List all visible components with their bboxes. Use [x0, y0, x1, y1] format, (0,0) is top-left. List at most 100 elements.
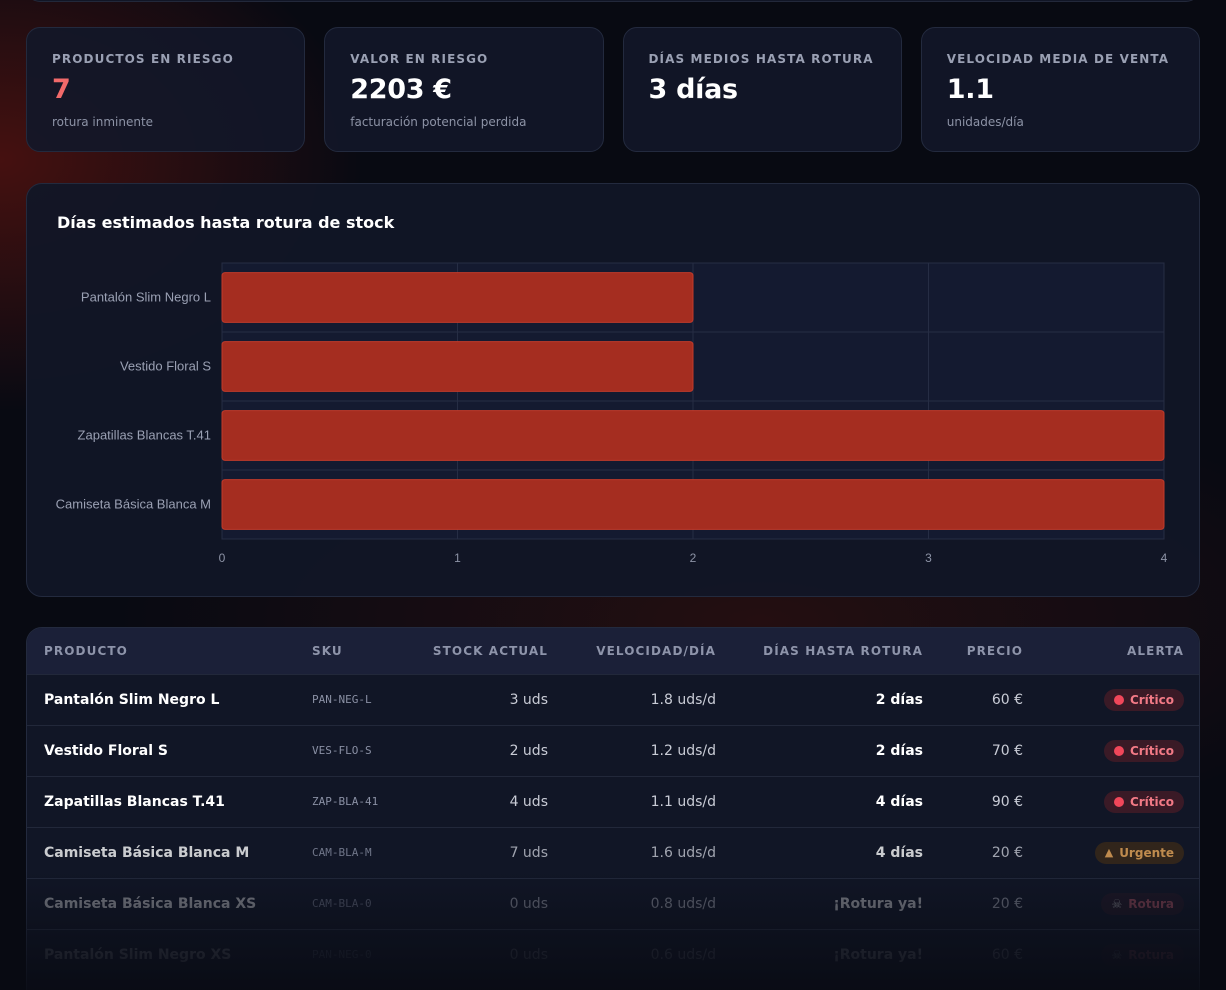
- kpi-subtitle: rotura inminente: [52, 115, 154, 129]
- y-category-label: Pantalón Slim Negro L: [81, 290, 211, 305]
- cell-producto: Pantalón Slim Negro L: [44, 691, 220, 708]
- kpi-value: 2203 €: [350, 74, 452, 105]
- kpi-velocidad-media: VELOCIDAD MEDIA DE VENTA 1.1 unidades/dí…: [920, 27, 1200, 152]
- bar: [221, 272, 694, 323]
- alert-badge: Crítico: [1103, 739, 1184, 762]
- x-tick-label: 3: [925, 551, 932, 565]
- kpi-dias-medios: DÍAS MEDIOS HASTA ROTURA 3 días: [622, 27, 902, 152]
- bar: [221, 341, 694, 392]
- x-tick-label: 1: [454, 551, 461, 565]
- table-row[interactable]: Camiseta Básica Blanca XS CAM-BLA-0 0 uds 0…: [27, 878, 1199, 929]
- alert-badge-label: Crítico: [1129, 692, 1174, 707]
- skull-icon: ☠: [1111, 947, 1123, 962]
- kpi-row: PRODUCTOS EN RIESGO 7 rotura inminente V…: [26, 27, 1200, 152]
- alert-badge: ☠ Rotura: [1101, 892, 1184, 915]
- cell-velocidad: 1.6 uds/d: [650, 844, 716, 861]
- table-row[interactable]: Pantalón Slim Negro L PAN-NEG-L 3 uds 1.8 u…: [27, 674, 1199, 725]
- cell-alerta: Crítico: [1040, 674, 1199, 725]
- cell-alerta: ☠ Rotura: [1040, 878, 1199, 929]
- chart-title: Días estimados hasta rotura de stock: [57, 213, 395, 232]
- table-row[interactable]: Zapatillas Blancas T.41 ZAP-BLA-41 4 uds 1.…: [27, 776, 1199, 827]
- table-header-row: PRODUCTO SKU STOCK ACTUAL VELOCIDAD/DÍA …: [27, 628, 1199, 674]
- table-row[interactable]: Vestido Floral S VES-FLO-S 2 uds 1.2 uds/d 2…: [27, 725, 1199, 776]
- kpi-label: DÍAS MEDIOS HASTA ROTURA: [648, 52, 874, 66]
- table-row[interactable]: Camiseta Básica Blanca M CAM-BLA-M 7 uds 1.…: [27, 827, 1199, 878]
- bar: [221, 410, 1165, 461]
- column-header-velocidad[interactable]: VELOCIDAD/DÍA: [596, 643, 716, 658]
- stockout-bar-chart: 0 1 2 3 4 Pantalón Slim Negro L Vestido Floral…: [56, 262, 1168, 565]
- alert-badge: Crítico: [1103, 688, 1184, 711]
- risk-table: PRODUCTO SKU STOCK ACTUAL VELOCIDAD/DÍA …: [27, 628, 1199, 980]
- cell-stock: 4 uds: [509, 793, 548, 810]
- cell-stock: 2 uds: [509, 742, 548, 759]
- cell-producto: Zapatillas Blancas T.41: [44, 793, 225, 810]
- bar: [221, 479, 1165, 530]
- cell-dias: 2 días: [875, 742, 923, 759]
- kpi-label: VALOR EN RIESGO: [350, 52, 489, 66]
- cell-precio: 60 €: [991, 691, 1023, 708]
- kpi-subtitle: facturación potencial perdida: [350, 115, 527, 129]
- cell-precio: 20 €: [991, 844, 1023, 861]
- cell-stock: 7 uds: [509, 844, 548, 861]
- red-dot-icon: [1113, 745, 1124, 756]
- cell-dias: 4 días: [875, 793, 923, 810]
- cell-sku: PAN-NEG-L: [312, 693, 372, 706]
- cell-producto: Vestido Floral S: [44, 742, 168, 759]
- cell-sku: CAM-BLA-0: [312, 897, 372, 910]
- kpi-label: PRODUCTOS EN RIESGO: [52, 52, 234, 66]
- cell-dias: 2 días: [875, 691, 923, 708]
- top-panel-edge: [26, 0, 1200, 2]
- cell-sku: PAN-NEG-0: [312, 948, 372, 962]
- x-tick-label: 4: [1161, 551, 1168, 565]
- cell-dias: 4 días: [875, 844, 923, 861]
- kpi-productos-en-riesgo: PRODUCTOS EN RIESGO 7 rotura inminente: [26, 27, 306, 152]
- cell-precio: 90 €: [991, 793, 1023, 810]
- x-tick-label: 0: [219, 551, 226, 565]
- cell-velocidad: 1.2 uds/d: [650, 742, 716, 759]
- cell-velocidad: 0.6 uds/d: [650, 946, 716, 963]
- alert-badge: ▲ Urgente: [1094, 841, 1184, 864]
- cell-alerta: ☠ Rotura: [1040, 929, 1199, 980]
- kpi-label: VELOCIDAD MEDIA DE VENTA: [946, 52, 1170, 66]
- cell-velocidad: 1.1 uds/d: [650, 793, 716, 810]
- kpi-value: 7: [52, 74, 71, 105]
- cell-alerta: Crítico: [1040, 725, 1199, 776]
- alert-badge: ☠ Rotura: [1101, 943, 1184, 966]
- cell-velocidad: 1.8 uds/d: [650, 691, 716, 708]
- red-dot-icon: [1113, 796, 1124, 807]
- column-header-dias[interactable]: DÍAS HASTA ROTURA: [763, 643, 923, 658]
- alert-badge-label: Urgente: [1119, 845, 1174, 860]
- red-dot-icon: [1113, 694, 1124, 705]
- y-category-label: Camiseta Básica Blanca M: [56, 497, 211, 512]
- cell-precio: 70 €: [991, 742, 1023, 759]
- cell-sku: VES-FLO-S: [312, 744, 372, 757]
- alert-badge-label: Crítico: [1129, 794, 1174, 809]
- risk-table-card: PRODUCTO SKU STOCK ACTUAL VELOCIDAD/DÍA …: [26, 627, 1200, 990]
- cell-producto: Camiseta Básica Blanca XS: [44, 895, 257, 912]
- cell-sku: CAM-BLA-M: [312, 846, 372, 859]
- kpi-value: 1.1: [946, 74, 994, 105]
- alert-badge-label: Crítico: [1129, 743, 1174, 758]
- alert-badge-label: Rotura: [1128, 896, 1174, 911]
- cell-sku: ZAP-BLA-41: [312, 795, 379, 808]
- y-category-label: Zapatillas Blancas T.41: [78, 428, 211, 443]
- column-header-sku[interactable]: SKU: [312, 643, 343, 658]
- column-header-alerta[interactable]: ALERTA: [1127, 643, 1184, 658]
- kpi-subtitle: unidades/día: [946, 115, 1024, 129]
- cell-alerta: Crítico: [1040, 776, 1199, 827]
- cell-stock: 0 uds: [509, 946, 548, 963]
- y-category-label: Vestido Floral S: [120, 359, 211, 374]
- alert-badge-label: Rotura: [1128, 947, 1174, 962]
- skull-icon: ☠: [1111, 896, 1123, 911]
- cell-velocidad: 0.8 uds/d: [650, 895, 716, 912]
- x-tick-label: 2: [690, 551, 697, 565]
- table-row[interactable]: Pantalón Slim Negro XS PAN-NEG-0 0 uds 0.6 …: [27, 929, 1199, 980]
- column-header-stock[interactable]: STOCK ACTUAL: [432, 643, 548, 658]
- column-header-producto[interactable]: PRODUCTO: [44, 643, 128, 658]
- chart-card: Días estimados hasta rotura de stock 0 1 2…: [26, 183, 1200, 597]
- warning-triangle-icon: ▲: [1104, 846, 1114, 859]
- cell-dias: ¡Rotura ya!: [833, 895, 923, 912]
- cell-stock: 0 uds: [509, 895, 548, 912]
- kpi-valor-en-riesgo: VALOR EN RIESGO 2203 € facturación poten…: [324, 27, 604, 152]
- column-header-precio[interactable]: PRECIO: [966, 643, 1023, 658]
